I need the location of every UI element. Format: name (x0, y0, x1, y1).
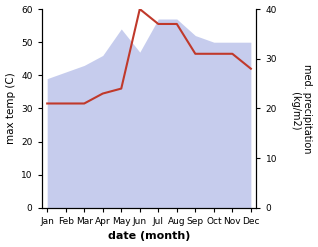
Y-axis label: max temp (C): max temp (C) (5, 73, 16, 144)
X-axis label: date (month): date (month) (108, 231, 190, 242)
Y-axis label: med. precipitation
 (kg/m2): med. precipitation (kg/m2) (291, 64, 313, 153)
